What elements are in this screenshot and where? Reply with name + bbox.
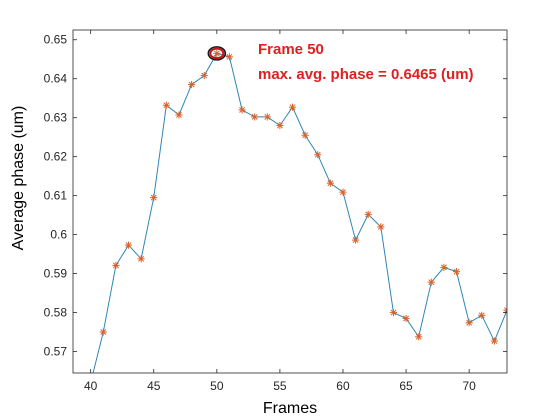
y-tick-label: 0.63: [44, 111, 68, 125]
data-point: [490, 337, 498, 345]
marker-arm: [201, 72, 208, 79]
marker-arm: [100, 329, 107, 336]
marker-arm: [188, 81, 195, 88]
data-point: [478, 311, 486, 319]
data-point: [112, 261, 120, 270]
y-tick-label: 0.61: [44, 189, 68, 203]
marker-arm: [377, 223, 384, 230]
data-point: [124, 241, 133, 249]
marker-arm: [289, 104, 296, 111]
x-tick-label: 60: [336, 379, 350, 393]
data-point: [377, 223, 385, 231]
y-tick-label: 0.57: [44, 345, 68, 359]
plot-background: [73, 30, 507, 373]
marker-arm: [226, 53, 233, 60]
y-axis-title: Average phase (um): [10, 106, 27, 251]
data-point: [162, 101, 170, 109]
data-point: [314, 151, 322, 159]
x-tick-label: 55: [273, 379, 287, 393]
data-point: [301, 131, 309, 139]
marker-arm: [251, 113, 258, 120]
marker-arm: [415, 333, 422, 340]
y-tick-label: 0.58: [44, 306, 68, 320]
y-tick-label: 0.65: [44, 33, 68, 47]
marker-arm: [327, 180, 334, 187]
marker-arm: [340, 189, 346, 196]
x-axis-title: Frames: [263, 400, 317, 417]
annotation-max-phase: max. avg. phase = 0.6465 (um): [258, 66, 474, 83]
marker-arm: [352, 237, 359, 244]
data-point: [200, 72, 208, 80]
data-point: [326, 179, 334, 187]
marker-arm: [125, 242, 132, 249]
y-tick-label: 0.64: [44, 72, 68, 86]
plot-frame: [72, 29, 508, 374]
data-point: [402, 314, 410, 323]
annotation-frame-label: Frame 50: [258, 41, 324, 58]
data-layer: [92, 46, 507, 373]
data-point: [238, 106, 246, 114]
marker-arm: [453, 268, 460, 275]
x-tick-label: 40: [84, 379, 98, 393]
marker-arm: [176, 112, 182, 118]
data-point: [175, 111, 183, 119]
marker-arm: [428, 279, 435, 286]
y-tick-label: 0.59: [44, 267, 68, 281]
x-tick-label: 70: [462, 379, 476, 393]
data-point: [213, 49, 221, 57]
marker-arm: [150, 194, 157, 201]
data-point: [137, 255, 145, 263]
data-point: [150, 194, 158, 202]
data-point: [465, 319, 473, 327]
data-point: [99, 328, 107, 336]
data-point: [187, 80, 196, 89]
marker-arm: [112, 262, 119, 269]
marker-arm: [138, 255, 145, 262]
marker-arm: [491, 338, 498, 344]
x-tick-label: 45: [147, 379, 161, 393]
marker-arm: [440, 264, 447, 271]
marker-arm: [314, 151, 321, 158]
y-tick-label: 0.6: [50, 228, 67, 242]
data-point: [225, 53, 234, 61]
y-tick-label: 0.62: [44, 150, 68, 164]
data-point: [452, 268, 461, 276]
data-point: [440, 263, 448, 271]
data-point: [263, 113, 271, 121]
marker-arm: [264, 113, 271, 120]
marker-arm: [239, 106, 246, 113]
data-point: [364, 210, 372, 218]
data-point: [251, 113, 259, 121]
data-point: [276, 121, 284, 130]
x-tick-label: 50: [210, 379, 224, 393]
x-tick-label: 65: [399, 379, 413, 393]
marker-arm: [365, 211, 372, 218]
marker-arm: [213, 50, 220, 57]
marker-arm: [403, 315, 410, 322]
marker-arm: [466, 319, 473, 326]
ticks: 40 45 50 55 60 65 70 0.57 0.58 0.59 0.6 0.61 0.62 0.6…: [44, 30, 507, 393]
max-highlight-circle: [209, 47, 225, 60]
marker-arm: [504, 307, 507, 311]
data-point: [389, 308, 398, 317]
marker-arm: [276, 122, 283, 129]
data-point: [352, 236, 360, 244]
marker-arm: [390, 309, 397, 316]
data-point: [339, 188, 347, 196]
data-point: [288, 103, 297, 111]
marker-arm: [163, 102, 170, 109]
plot-area: [73, 30, 507, 373]
axes: [72, 29, 508, 374]
max-highlight-outer: [207, 46, 227, 61]
data-point: [415, 333, 423, 341]
data-point: [503, 306, 507, 314]
marker-arm: [504, 309, 507, 314]
data-point: [427, 278, 435, 286]
marker-arm: [478, 312, 485, 319]
marker-arm: [302, 132, 309, 139]
series-line: [92, 52, 507, 373]
